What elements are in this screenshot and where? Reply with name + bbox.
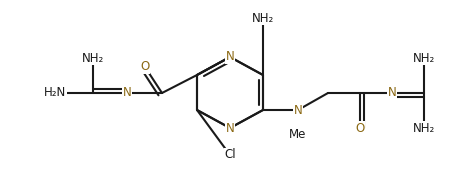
- Text: NH₂: NH₂: [412, 52, 434, 64]
- Text: N: N: [225, 50, 234, 64]
- Text: N: N: [123, 86, 131, 100]
- Text: N: N: [225, 122, 234, 134]
- Text: NH₂: NH₂: [252, 11, 274, 25]
- Text: N: N: [225, 50, 234, 64]
- Text: N: N: [293, 103, 302, 117]
- Text: O: O: [140, 61, 149, 74]
- Text: N: N: [225, 122, 234, 134]
- Text: NH₂: NH₂: [82, 52, 104, 64]
- Text: N: N: [387, 86, 396, 100]
- Text: NH₂: NH₂: [412, 122, 434, 134]
- Text: H₂N: H₂N: [44, 86, 66, 100]
- Text: O: O: [355, 122, 364, 134]
- Text: Cl: Cl: [224, 149, 235, 161]
- Text: Me: Me: [289, 129, 306, 142]
